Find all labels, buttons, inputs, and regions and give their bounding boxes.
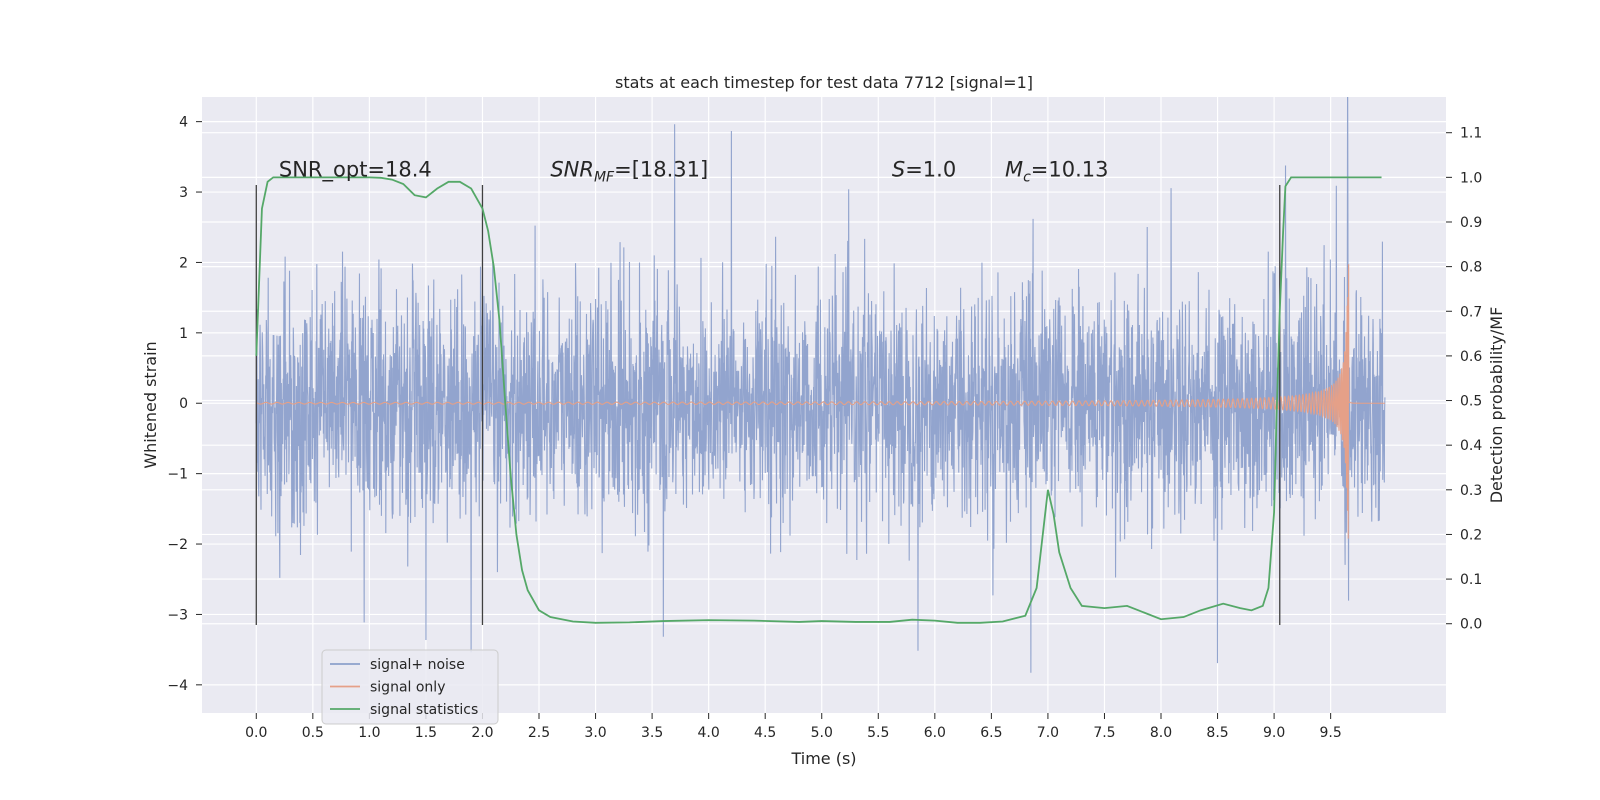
- annotation: S=1.0: [892, 157, 956, 181]
- legend: signal+ noise signal only signal statistic…: [321, 649, 499, 725]
- legend-label: signal only: [370, 680, 445, 696]
- signal-statistics-series: [255, 176, 1382, 624]
- y-right-tick-label: 0.6: [1460, 349, 1482, 365]
- annotation-main: SNR: [550, 157, 594, 181]
- vertical-markers: [255, 185, 1281, 625]
- signal-only-series: [256, 264, 1385, 539]
- x-tick-label: 5.0: [811, 725, 833, 741]
- y-right-tick-label: 0.7: [1460, 304, 1482, 320]
- x-tick-label: 4.0: [698, 725, 720, 741]
- y-left-tick-label: −1: [167, 467, 188, 483]
- y-axis-right-ticks: 1.1 1.0 0.9 0.8 0.7 0.6 0.5 0.4 0.3 0.2 0.1 0.0: [1446, 126, 1482, 633]
- y-left-tick-label: −4: [167, 678, 188, 694]
- y-left-tick-label: 4: [179, 115, 188, 131]
- x-tick-label: 5.5: [867, 725, 889, 741]
- x-tick-label: 3.0: [584, 725, 606, 741]
- y-axis-left-label: Whitened strain: [141, 341, 160, 468]
- noise-series: [255, 97, 1386, 673]
- x-tick-label: 2.0: [471, 725, 493, 741]
- annotation: Mc=10.13: [1005, 157, 1109, 185]
- annotation: SNRMF=[18.31]: [550, 157, 708, 185]
- x-axis-label: Time (s): [790, 749, 856, 768]
- legend-label: signal statistics: [370, 702, 478, 718]
- y-right-tick-label: 0.3: [1460, 483, 1482, 499]
- y-right-tick-label: 0.1: [1460, 572, 1482, 588]
- annotation-main: S: [892, 157, 905, 181]
- annotation-value: =10.13: [1031, 157, 1109, 181]
- x-tick-label: 7.5: [1093, 725, 1115, 741]
- noise-line: [255, 97, 1386, 673]
- signal-only-line: [256, 264, 1385, 539]
- x-tick-label: 0.5: [302, 725, 324, 741]
- legend-box: [321, 649, 499, 725]
- y-left-tick-label: −2: [167, 537, 188, 553]
- x-tick-label: 8.0: [1150, 725, 1172, 741]
- annotations: SNR_opt=18.4 SNRMF=[18.31] S=1.0 Mc=10.13: [279, 157, 1109, 185]
- x-axis-ticks: 0.0 0.5 1.0 1.5 2.0 2.5 3.0 3.5 4.0 4.5 5.0 5.5 6.0 6…: [245, 713, 1342, 741]
- y-right-tick-label: 0.2: [1460, 527, 1482, 543]
- y-right-tick-label: 0.8: [1460, 260, 1482, 276]
- annotation: SNR_opt=18.4: [279, 157, 432, 182]
- y-left-tick-label: 0: [179, 396, 188, 412]
- annotation-main: SNR_opt=18.4: [279, 157, 432, 182]
- y-axis-left-ticks: 4 3 2 1 0 −1 −2 −3 −4: [167, 115, 202, 694]
- annotation-value: =[18.31]: [614, 157, 708, 181]
- legend-label: signal+ noise: [370, 657, 465, 673]
- y-right-tick-label: 0.0: [1460, 617, 1482, 633]
- x-tick-label: 1.0: [358, 725, 380, 741]
- chart-title: stats at each timestep for test data 771…: [615, 73, 1033, 92]
- x-tick-label: 8.5: [1206, 725, 1228, 741]
- x-tick-label: 9.5: [1320, 725, 1342, 741]
- annotation-main: M: [1005, 157, 1023, 181]
- y-left-tick-label: −3: [167, 607, 188, 623]
- annotation-subscript: MF: [594, 169, 615, 185]
- y-left-tick-label: 2: [179, 255, 188, 271]
- x-tick-label: 3.5: [641, 725, 663, 741]
- x-tick-label: 2.5: [528, 725, 550, 741]
- y-left-tick-label: 1: [179, 326, 188, 342]
- y-left-tick-label: 3: [179, 185, 188, 201]
- x-tick-label: 6.0: [924, 725, 946, 741]
- y-right-tick-label: 1.0: [1460, 170, 1482, 186]
- y-axis-right-label: Detection probability/MF: [1487, 307, 1506, 504]
- annotation-value: =1.0: [905, 157, 956, 181]
- x-tick-label: 0.0: [245, 725, 267, 741]
- x-tick-label: 4.5: [754, 725, 776, 741]
- y-right-tick-label: 0.9: [1460, 215, 1482, 231]
- annotation-subscript: c: [1023, 169, 1031, 185]
- x-tick-label: 7.0: [1037, 725, 1059, 741]
- y-right-tick-label: 0.5: [1460, 394, 1482, 410]
- x-tick-label: 9.0: [1263, 725, 1285, 741]
- x-tick-label: 6.5: [980, 725, 1002, 741]
- x-tick-label: 1.5: [415, 725, 437, 741]
- signal-statistics-line: [255, 176, 1382, 624]
- y-right-tick-label: 0.4: [1460, 438, 1482, 454]
- y-right-tick-label: 1.1: [1460, 126, 1482, 142]
